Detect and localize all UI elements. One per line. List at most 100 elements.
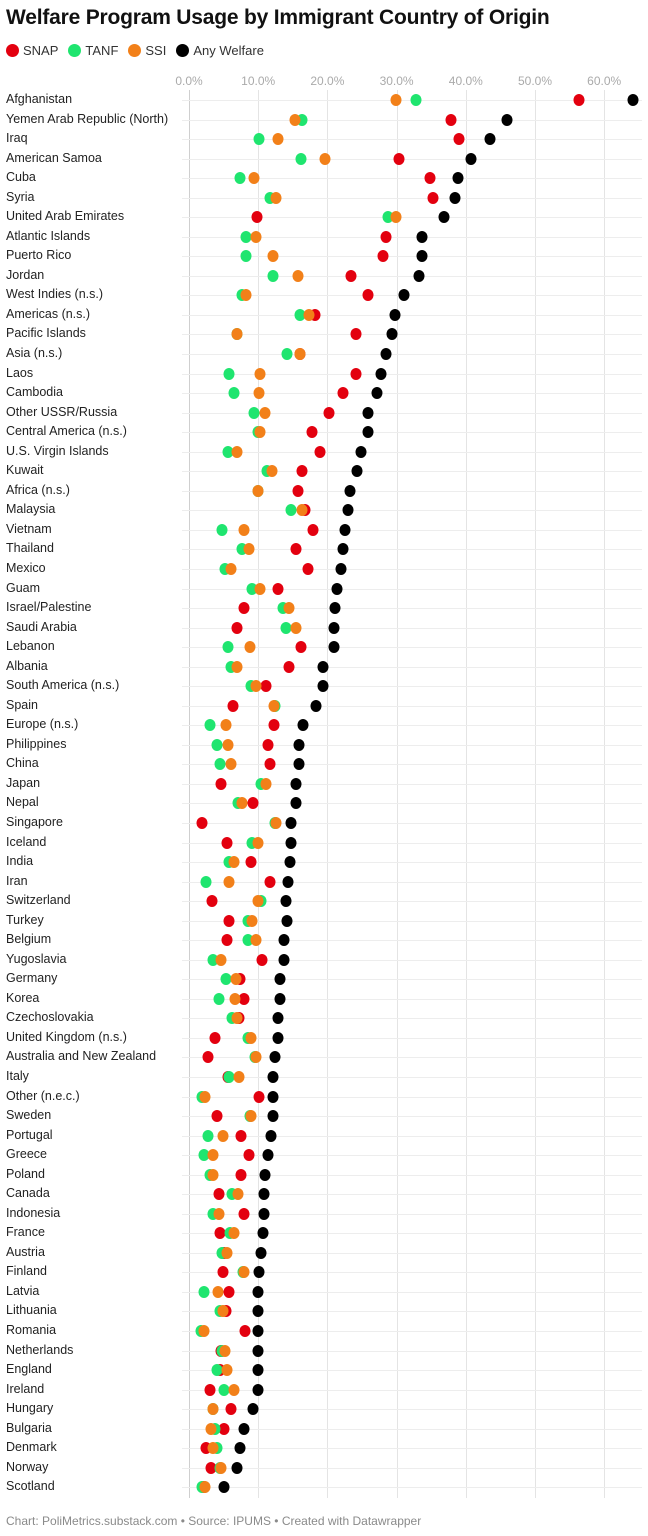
tanf-dot[interactable] — [214, 758, 226, 771]
tanf-dot[interactable] — [246, 582, 258, 595]
tanf-dot[interactable] — [228, 387, 240, 400]
tanf-dot[interactable] — [207, 953, 219, 966]
snap-dot[interactable] — [204, 1383, 216, 1396]
ssi-dot[interactable] — [217, 1129, 229, 1142]
ssi-dot[interactable] — [240, 289, 252, 302]
ssi-dot[interactable] — [228, 856, 240, 869]
any-welfare-dot[interactable] — [252, 1325, 263, 1338]
snap-dot[interactable] — [202, 1051, 214, 1064]
tanf-dot[interactable] — [198, 1149, 210, 1162]
ssi-dot[interactable] — [212, 1285, 224, 1298]
any-welfare-dot[interactable] — [282, 875, 294, 888]
tanf-dot[interactable] — [198, 1285, 210, 1298]
snap-dot[interactable] — [292, 484, 304, 497]
any-welfare-dot[interactable] — [375, 367, 387, 380]
ssi-dot[interactable] — [250, 230, 262, 243]
ssi-dot[interactable] — [254, 582, 266, 595]
tanf-dot[interactable] — [382, 211, 394, 224]
tanf-dot[interactable] — [253, 133, 265, 146]
ssi-dot[interactable] — [294, 348, 306, 361]
ssi-dot[interactable] — [207, 1168, 219, 1181]
snap-dot[interactable] — [350, 367, 362, 380]
snap-dot[interactable] — [223, 1285, 235, 1298]
any-welfare-dot[interactable] — [362, 426, 374, 439]
ssi-dot[interactable] — [199, 1481, 211, 1494]
any-welfare-dot[interactable] — [310, 699, 322, 712]
snap-dot[interactable] — [225, 1403, 237, 1416]
ssi-dot[interactable] — [205, 1422, 217, 1435]
tanf-dot[interactable] — [285, 504, 297, 517]
ssi-dot[interactable] — [198, 1325, 210, 1338]
snap-dot[interactable] — [424, 172, 436, 185]
ssi-dot[interactable] — [231, 660, 243, 673]
any-welfare-dot[interactable] — [380, 348, 392, 361]
tanf-dot[interactable] — [225, 660, 237, 673]
snap-dot[interactable] — [393, 152, 405, 165]
snap-dot[interactable] — [238, 1207, 250, 1220]
ssi-dot[interactable] — [272, 133, 284, 146]
snap-dot[interactable] — [453, 133, 465, 146]
tanf-dot[interactable] — [202, 1129, 214, 1142]
tanf-dot[interactable] — [211, 1364, 223, 1377]
snap-dot[interactable] — [227, 699, 239, 712]
ssi-dot[interactable] — [245, 1110, 257, 1123]
ssi-dot[interactable] — [252, 836, 263, 849]
tanf-dot[interactable] — [222, 445, 234, 458]
ssi-dot[interactable] — [248, 172, 260, 185]
ssi-dot[interactable] — [238, 1266, 250, 1279]
snap-dot[interactable] — [245, 856, 257, 869]
any-welfare-dot[interactable] — [238, 1422, 250, 1435]
any-welfare-dot[interactable] — [285, 836, 297, 849]
tanf-dot[interactable] — [222, 641, 234, 654]
ssi-dot[interactable] — [253, 387, 265, 400]
any-welfare-dot[interactable] — [265, 1129, 277, 1142]
snap-dot[interactable] — [290, 543, 302, 556]
any-welfare-dot[interactable] — [267, 1071, 279, 1083]
ssi-dot[interactable] — [225, 758, 237, 771]
ssi-dot[interactable] — [252, 484, 264, 497]
any-welfare-dot[interactable] — [234, 1442, 246, 1455]
snap-dot[interactable] — [377, 250, 389, 263]
snap-dot[interactable] — [309, 308, 321, 321]
tanf-dot[interactable] — [246, 836, 258, 849]
ssi-dot[interactable] — [219, 1344, 231, 1357]
any-welfare-dot[interactable] — [252, 1364, 263, 1377]
any-welfare-dot[interactable] — [337, 543, 349, 556]
any-welfare-dot[interactable] — [317, 680, 329, 693]
tanf-dot[interactable] — [219, 562, 231, 575]
any-welfare-dot[interactable] — [335, 562, 347, 575]
any-welfare-dot[interactable] — [258, 1188, 270, 1201]
any-welfare-dot[interactable] — [280, 895, 292, 908]
snap-dot[interactable] — [231, 621, 243, 634]
snap-dot[interactable] — [238, 992, 250, 1005]
snap-dot[interactable] — [217, 1266, 229, 1279]
any-welfare-dot[interactable] — [267, 1090, 279, 1103]
any-welfare-dot[interactable] — [278, 953, 290, 966]
ssi-dot[interactable] — [207, 1149, 219, 1162]
any-welfare-dot[interactable] — [331, 582, 343, 595]
tanf-dot[interactable] — [240, 230, 252, 243]
snap-dot[interactable] — [221, 934, 233, 947]
ssi-dot[interactable] — [266, 465, 278, 478]
ssi-dot[interactable] — [220, 719, 232, 732]
ssi-dot[interactable] — [303, 308, 315, 321]
any-welfare-dot[interactable] — [218, 1481, 230, 1494]
ssi-dot[interactable] — [244, 641, 256, 654]
snap-dot[interactable] — [196, 816, 208, 829]
ssi-dot[interactable] — [215, 953, 227, 966]
any-welfare-dot[interactable] — [293, 738, 305, 751]
ssi-dot[interactable] — [217, 1305, 229, 1318]
tanf-dot[interactable] — [226, 1012, 238, 1025]
any-welfare-dot[interactable] — [355, 445, 367, 458]
ssi-dot[interactable] — [250, 934, 262, 947]
ssi-dot[interactable] — [231, 445, 243, 458]
any-welfare-dot[interactable] — [293, 758, 305, 771]
any-welfare-dot[interactable] — [328, 621, 340, 634]
snap-dot[interactable] — [307, 523, 319, 536]
snap-dot[interactable] — [256, 953, 268, 966]
snap-dot[interactable] — [350, 328, 362, 341]
any-welfare-dot[interactable] — [262, 1149, 274, 1162]
any-welfare-dot[interactable] — [416, 250, 427, 263]
any-welfare-dot[interactable] — [342, 504, 354, 517]
snap-dot[interactable] — [296, 465, 308, 478]
